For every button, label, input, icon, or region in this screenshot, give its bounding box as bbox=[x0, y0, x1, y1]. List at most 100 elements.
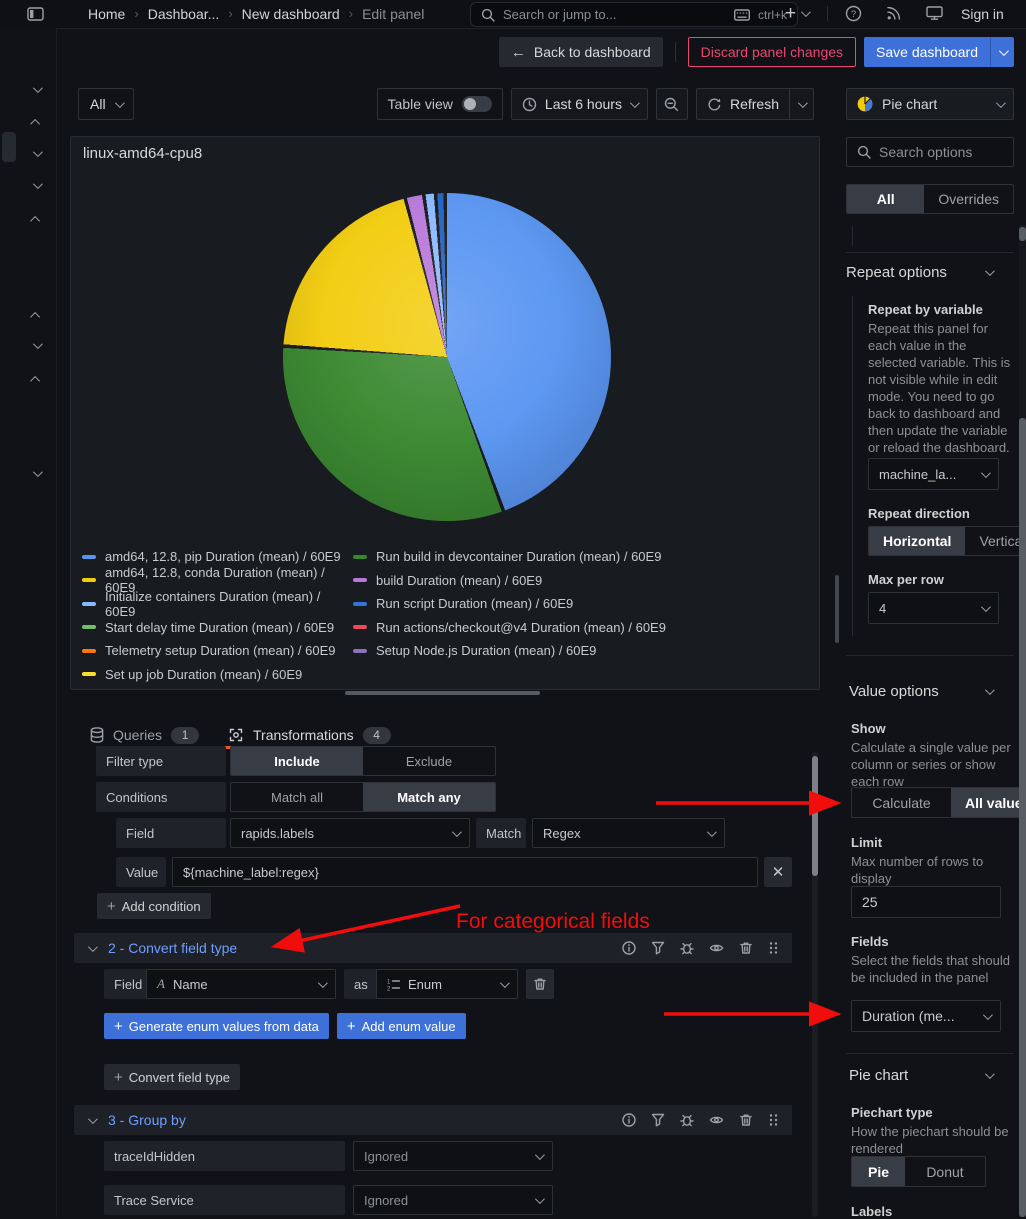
chevron-up-icon[interactable] bbox=[30, 215, 41, 226]
drag-handle-icon[interactable] bbox=[768, 1113, 779, 1127]
legend-item[interactable]: amd64, 12.8, pip Duration (mean) / 60E9 bbox=[82, 545, 353, 569]
global-search-input[interactable]: Search or jump to... ctrl+k bbox=[470, 2, 798, 27]
drag-handle-icon[interactable] bbox=[768, 941, 779, 955]
sidebar-toggle-icon[interactable] bbox=[27, 6, 44, 22]
groupby-mode-dropdown[interactable]: Ignored bbox=[353, 1141, 553, 1171]
value-options-header[interactable]: Value options bbox=[849, 683, 1014, 700]
viz-picker-dropdown[interactable]: Pie chart bbox=[846, 88, 1014, 120]
tab-queries[interactable]: Queries 1 bbox=[90, 722, 200, 748]
time-range-picker[interactable]: Last 6 hours bbox=[510, 88, 648, 120]
legend-item[interactable]: Run actions/checkout@v4 Duration (mean) … bbox=[353, 616, 666, 640]
convert-field-dropdown[interactable]: A Name bbox=[146, 969, 336, 999]
chevron-down-icon[interactable] bbox=[32, 83, 43, 94]
sign-in-link[interactable]: Sign in bbox=[961, 6, 1004, 22]
news-rss-icon[interactable] bbox=[886, 5, 902, 21]
options-overrides-tab[interactable]: Overrides bbox=[938, 191, 999, 207]
filter-type-include-option[interactable]: Include bbox=[231, 747, 363, 775]
splitter-drag-handle[interactable] bbox=[835, 575, 839, 643]
refresh-interval-menu-button[interactable] bbox=[789, 89, 813, 119]
match-all-option[interactable]: Match all bbox=[270, 789, 324, 805]
info-icon[interactable] bbox=[622, 941, 636, 955]
chevron-down-icon[interactable] bbox=[32, 467, 43, 478]
chevron-up-icon[interactable] bbox=[30, 375, 41, 386]
chevron-down-icon[interactable] bbox=[32, 147, 43, 158]
legend-item[interactable]: Initialize containers Duration (mean) / … bbox=[82, 589, 353, 619]
filter-icon[interactable] bbox=[651, 1113, 665, 1127]
max-per-row-dropdown[interactable]: 4 bbox=[868, 592, 999, 624]
condition-field-dropdown[interactable]: rapids.labels bbox=[230, 818, 470, 848]
delete-conversion-button[interactable] bbox=[526, 969, 554, 999]
chevron-down-icon bbox=[499, 977, 510, 988]
legend-item[interactable]: Set up job Duration (mean) / 60E9 bbox=[82, 663, 353, 687]
discard-panel-changes-button[interactable]: Discard panel changes bbox=[687, 37, 857, 67]
tab-transformations[interactable]: Transformations 4 bbox=[228, 722, 391, 748]
trash-icon[interactable] bbox=[739, 941, 753, 955]
match-any-option[interactable]: Match any bbox=[363, 783, 495, 811]
scope-variable-dropdown[interactable]: All bbox=[78, 88, 134, 120]
options-all-tab[interactable]: All bbox=[847, 185, 925, 213]
debug-icon[interactable] bbox=[680, 941, 694, 955]
help-icon[interactable]: ? bbox=[845, 5, 862, 22]
legend-item[interactable]: build Duration (mean) / 60E9 bbox=[353, 569, 666, 593]
filter-icon[interactable] bbox=[651, 941, 665, 955]
chevron-down-icon[interactable] bbox=[32, 179, 43, 190]
condition-value-input[interactable] bbox=[172, 857, 758, 887]
generate-enum-values-button[interactable]: + Generate enum values from data bbox=[104, 1013, 329, 1039]
legend-item[interactable]: Telemetry setup Duration (mean) / 60E9 bbox=[82, 639, 353, 663]
piechart-pie-option[interactable]: Pie bbox=[852, 1157, 905, 1186]
show-all-values-option[interactable]: All values bbox=[951, 788, 1026, 817]
eye-icon[interactable] bbox=[709, 941, 724, 955]
legend-item[interactable]: Start delay time Duration (mean) / 60E9 bbox=[82, 616, 353, 640]
add-enum-value-button[interactable]: + Add enum value bbox=[336, 1013, 466, 1039]
legend-item[interactable]: Run build in devcontainer Duration (mean… bbox=[353, 545, 666, 569]
chevron-up-icon[interactable] bbox=[30, 311, 41, 322]
groupby-mode-dropdown[interactable]: Ignored bbox=[353, 1185, 553, 1215]
add-condition-button[interactable]: + Add condition bbox=[97, 893, 211, 919]
legend-item[interactable]: amd64, 12.8, conda Duration (mean) / 60E… bbox=[82, 565, 353, 595]
breadcrumb-new-dashboard[interactable]: New dashboard bbox=[241, 5, 340, 22]
refresh-button[interactable]: Refresh bbox=[697, 89, 789, 119]
fields-dropdown[interactable]: Duration (me... bbox=[851, 1000, 1001, 1032]
show-calculate-option[interactable]: Calculate bbox=[872, 794, 931, 811]
pie-chart-options-header[interactable]: Pie chart bbox=[849, 1067, 1014, 1084]
scrollbar-thumb[interactable] bbox=[812, 756, 818, 876]
zoom-out-time-button[interactable] bbox=[655, 88, 688, 120]
filter-type-exclude-option[interactable]: Exclude bbox=[405, 753, 453, 769]
enum-buttons-row: + Generate enum values from data + Add e… bbox=[104, 1013, 466, 1039]
trash-icon[interactable] bbox=[739, 1113, 753, 1127]
add-convert-field-type-button[interactable]: + Convert field type bbox=[104, 1064, 240, 1090]
add-menu-button[interactable]: + bbox=[785, 0, 811, 27]
chevron-down-icon[interactable] bbox=[32, 339, 43, 350]
info-icon[interactable] bbox=[622, 1113, 636, 1127]
pane-resize-handle[interactable] bbox=[345, 691, 540, 695]
direction-vertical-option[interactable]: Vertical bbox=[979, 533, 1026, 549]
table-view-toggle[interactable] bbox=[461, 96, 492, 112]
save-dashboard-menu-button[interactable] bbox=[990, 37, 1014, 67]
direction-horizontal-option[interactable]: Horizontal bbox=[869, 527, 966, 555]
repeat-variable-dropdown[interactable]: machine_la... bbox=[868, 458, 999, 490]
legend-item[interactable]: Setup Node.js Duration (mean) / 60E9 bbox=[353, 639, 666, 663]
condition-match-dropdown[interactable]: Regex bbox=[532, 818, 725, 848]
breadcrumb-home[interactable]: Home bbox=[88, 5, 126, 22]
eye-icon[interactable] bbox=[709, 1113, 724, 1127]
search-options-input[interactable]: Search options bbox=[846, 137, 1014, 167]
scrollbar-thumb[interactable] bbox=[1019, 418, 1026, 1217]
scrollbar-thumb[interactable] bbox=[1019, 227, 1026, 241]
chevron-up-icon[interactable] bbox=[30, 118, 41, 129]
remove-condition-button[interactable]: ✕ bbox=[764, 857, 792, 887]
monitor-icon[interactable] bbox=[926, 5, 943, 21]
convert-as-label: as bbox=[344, 969, 378, 999]
labels-label: Labels bbox=[851, 1204, 893, 1219]
repeat-options-header[interactable]: Repeat options bbox=[846, 264, 1014, 281]
debug-icon[interactable] bbox=[680, 1113, 694, 1127]
save-dashboard-button[interactable]: Save dashboard bbox=[864, 37, 990, 67]
piechart-donut-option[interactable]: Donut bbox=[926, 1163, 964, 1180]
limit-input[interactable] bbox=[851, 886, 1001, 918]
transformation-2-header[interactable]: 2 - Convert field type bbox=[74, 933, 792, 963]
breadcrumb-dashboards[interactable]: Dashboar... bbox=[147, 5, 220, 22]
legend-item[interactable]: Run script Duration (mean) / 60E9 bbox=[353, 592, 666, 616]
back-to-dashboard-button[interactable]: ← Back to dashboard bbox=[498, 37, 663, 67]
divider bbox=[827, 6, 828, 21]
transformation-3-header[interactable]: 3 - Group by bbox=[74, 1105, 792, 1135]
